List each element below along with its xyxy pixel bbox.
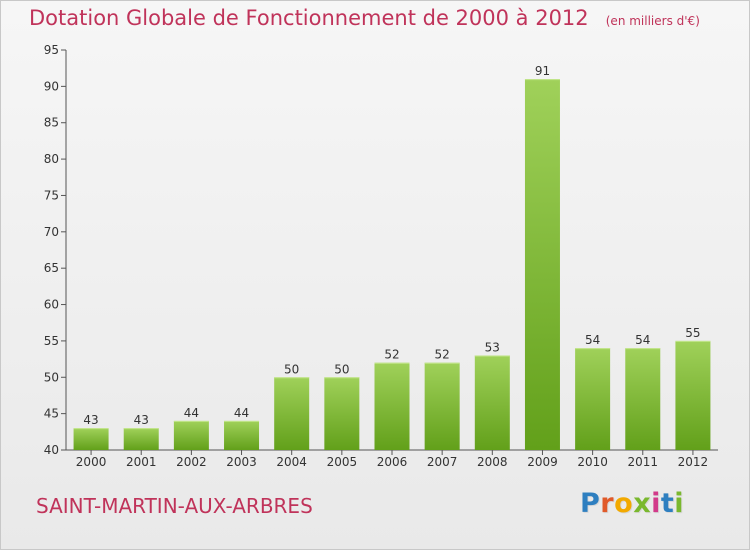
x-tick-label-2010: 2010 <box>577 455 608 469</box>
x-tick-label-2006: 2006 <box>377 455 408 469</box>
y-tick-label: 85 <box>44 116 59 130</box>
y-tick-label: 95 <box>44 43 59 57</box>
bar-2011[interactable] <box>625 348 661 450</box>
logo-letter: P <box>580 488 601 519</box>
y-tick-label: 60 <box>44 298 59 312</box>
x-tick-label-2007: 2007 <box>427 455 458 469</box>
y-tick-label: 90 <box>44 79 59 93</box>
y-tick-label: 80 <box>44 152 59 166</box>
value-label-2006: 52 <box>384 348 399 362</box>
y-tick-label: 65 <box>44 261 59 275</box>
value-label-2010: 54 <box>585 333 600 347</box>
bar-2006[interactable] <box>374 362 410 450</box>
x-tick-label-2002: 2002 <box>176 455 207 469</box>
bar-2007[interactable] <box>424 362 460 450</box>
x-tick-label-2012: 2012 <box>678 455 709 469</box>
bar-2002[interactable] <box>173 420 209 450</box>
value-label-2000: 43 <box>83 413 98 427</box>
bar-2008[interactable] <box>474 355 510 450</box>
x-tick-label-2001: 2001 <box>126 455 157 469</box>
y-tick-label: 50 <box>44 370 59 384</box>
x-tick-label-2000: 2000 <box>76 455 107 469</box>
data-labels: 43 43 44 44 50 50 52 52 53 91 54 54 55 <box>83 64 700 427</box>
x-tick-label-2009: 2009 <box>527 455 558 469</box>
y-tick-label: 55 <box>44 334 59 348</box>
x-tick-label-2004: 2004 <box>276 455 307 469</box>
value-label-2002: 44 <box>184 406 199 420</box>
logo-letter: x <box>633 488 652 519</box>
logo-letter: i <box>674 488 685 519</box>
bar-2001[interactable] <box>123 428 159 450</box>
commune-name: SAINT-MARTIN-AUX-ARBRES <box>36 494 313 518</box>
y-tick-label: 45 <box>44 407 59 421</box>
x-tick-label-2003: 2003 <box>226 455 257 469</box>
logo-letter: r <box>600 488 615 519</box>
x-tick-label-2011: 2011 <box>627 455 658 469</box>
bar-2000[interactable] <box>73 428 109 450</box>
y-tick-label: 75 <box>44 188 59 202</box>
value-label-2004: 50 <box>284 362 299 376</box>
value-label-2011: 54 <box>635 333 650 347</box>
value-label-2003: 44 <box>234 406 249 420</box>
x-tick-label-2008: 2008 <box>477 455 508 469</box>
chart-title: Dotation Globale de Fonctionnement de 20… <box>29 6 589 30</box>
bars <box>73 79 711 450</box>
logo-letter: t <box>660 488 675 519</box>
x-tick-label-2005: 2005 <box>327 455 358 469</box>
value-label-2012: 55 <box>685 326 700 340</box>
value-label-2007: 52 <box>435 348 450 362</box>
value-label-2005: 50 <box>334 362 349 376</box>
value-label-2008: 53 <box>485 340 500 354</box>
y-tick-label: 40 <box>44 443 59 457</box>
chart-subtitle: (en milliers d'€) <box>605 14 700 28</box>
proxiti-logo[interactable]: Proxiti <box>580 488 684 519</box>
logo-letter: o <box>614 488 634 519</box>
value-label-2001: 43 <box>134 413 149 427</box>
bar-2009[interactable] <box>524 79 560 450</box>
bar-2010[interactable] <box>575 348 611 450</box>
logo-letter: i <box>651 488 661 519</box>
value-label-2009: 91 <box>535 64 550 78</box>
chart-header: Dotation Globale de Fonctionnement de 20… <box>29 6 700 30</box>
bar-2004[interactable] <box>274 377 310 450</box>
bar-2012[interactable] <box>675 340 711 450</box>
bar-2005[interactable] <box>324 377 360 450</box>
bar-2003[interactable] <box>224 420 260 450</box>
y-tick-label: 70 <box>44 225 59 239</box>
